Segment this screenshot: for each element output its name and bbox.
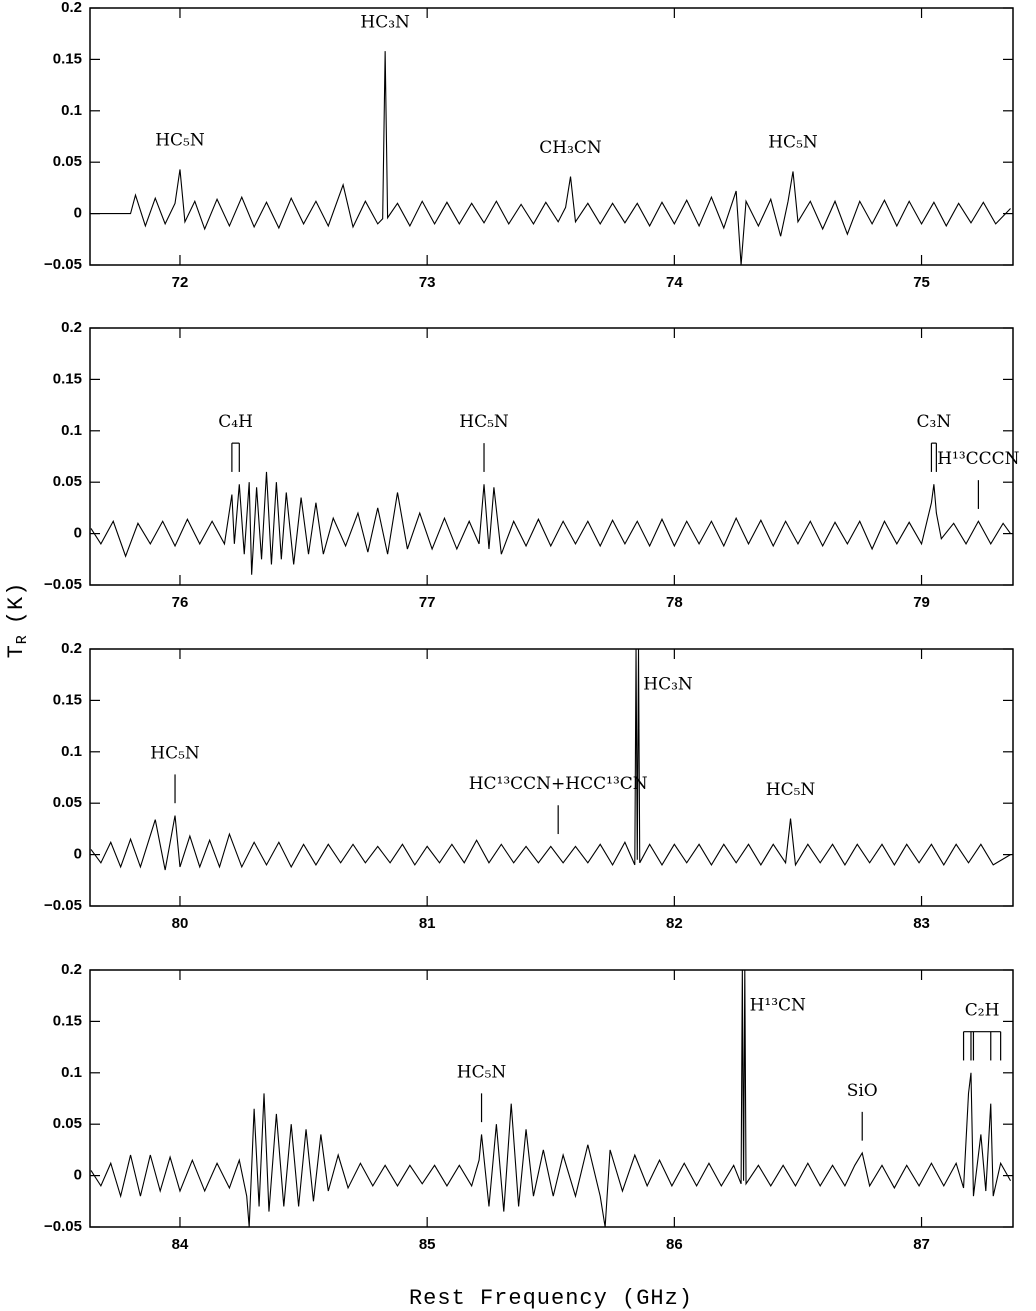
- y-tick-label: 0.1: [61, 743, 82, 760]
- annotation-label: HC₃N: [643, 674, 693, 694]
- y-axis-unit: (K): [4, 582, 29, 625]
- y-tick-label: 0.05: [53, 153, 82, 170]
- spectrum-line: [90, 649, 1011, 871]
- x-tick-label: 85: [419, 1236, 436, 1253]
- annotation-label: C₃N: [917, 412, 952, 432]
- plot-frame: [89, 648, 1014, 907]
- spectrum-line: [90, 471, 1011, 575]
- y-tick-label: 0.2: [61, 640, 82, 657]
- y-tick-label: 0.2: [61, 319, 82, 336]
- annotation-label: C₂H: [965, 1001, 1000, 1021]
- y-tick-label: 0.15: [53, 1012, 82, 1029]
- y-tick-label: 0.15: [53, 691, 82, 708]
- y-tick-label: 0: [74, 205, 82, 222]
- annotation-label: CH₃CN: [539, 138, 602, 158]
- y-tick-label: 0.2: [61, 0, 82, 16]
- spectrum-line: [90, 970, 1012, 1227]
- annotation-label: HC₅N: [768, 133, 818, 153]
- x-tick-label: 82: [666, 915, 683, 932]
- x-tick-label: 79: [913, 594, 930, 611]
- y-tick-label: 0.05: [53, 473, 82, 490]
- annotation-label: HC₃N: [360, 12, 410, 32]
- y-axis-title: TR (K): [4, 582, 31, 659]
- x-tick-label: 72: [172, 274, 189, 291]
- x-axis-title: Rest Frequency (GHz): [409, 1286, 693, 1311]
- y-tick-label: 0.15: [53, 50, 82, 67]
- x-tick-label: 84: [172, 1236, 189, 1253]
- x-tick-label: 80: [172, 915, 189, 932]
- annotation-label: HC₅N: [155, 131, 205, 151]
- plot-frame: [89, 969, 1014, 1228]
- annotation-label: C₄H: [218, 412, 253, 432]
- annotation-label: HC₅N: [459, 412, 509, 432]
- y-tick-label: 0.15: [53, 370, 82, 387]
- y-tick-label: −0.05: [44, 576, 82, 593]
- y-axis-subscript: R: [14, 634, 31, 644]
- annotation-label: SiO: [847, 1081, 878, 1101]
- y-tick-label: 0.2: [61, 961, 82, 978]
- annotation-label: H¹³CN: [750, 995, 806, 1015]
- y-tick-label: 0.1: [61, 1064, 82, 1081]
- annotation-label: HC¹³CCN+HCC¹³CN: [469, 774, 648, 794]
- y-tick-label: −0.05: [44, 897, 82, 914]
- y-axis-symbol: T: [4, 644, 29, 658]
- x-tick-label: 83: [913, 915, 930, 932]
- x-tick-label: 81: [419, 915, 436, 932]
- x-tick-label: 77: [419, 594, 436, 611]
- plot-frame: [89, 327, 1014, 586]
- x-tick-label: 74: [666, 274, 683, 291]
- y-tick-label: −0.05: [44, 256, 82, 273]
- y-tick-label: 0.1: [61, 422, 82, 439]
- annotation-label: HC₅N: [766, 780, 816, 800]
- x-tick-label: 76: [172, 594, 189, 611]
- y-tick-label: 0.1: [61, 102, 82, 119]
- y-tick-label: 0: [74, 525, 82, 542]
- x-tick-label: 87: [913, 1236, 930, 1253]
- y-tick-label: 0: [74, 1167, 82, 1184]
- y-tick-label: −0.05: [44, 1218, 82, 1235]
- x-tick-label: 86: [666, 1236, 683, 1253]
- annotation-label: HC₅N: [150, 743, 200, 763]
- y-tick-label: 0.05: [53, 1115, 82, 1132]
- y-tick-label: 0: [74, 846, 82, 863]
- x-tick-label: 73: [419, 274, 436, 291]
- x-tick-label: 75: [913, 274, 930, 291]
- annotation-label: HC₅N: [457, 1062, 507, 1082]
- y-tick-label: 0.05: [53, 794, 82, 811]
- annotation-label: H¹³CCCN: [937, 449, 1019, 469]
- spectrum-line: [90, 51, 1011, 265]
- plot-frame: [89, 7, 1014, 266]
- x-tick-label: 78: [666, 594, 683, 611]
